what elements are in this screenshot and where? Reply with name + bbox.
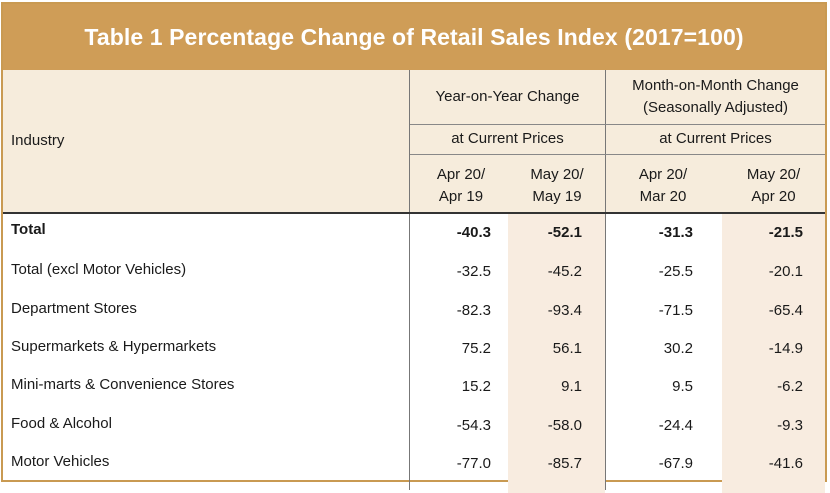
table-cell: -58.0	[547, 417, 582, 434]
industry-name: Total (excl Motor Vehicles)	[11, 261, 187, 278]
industry-name: Mini-marts & Convenience Stores	[11, 376, 235, 393]
table-cell: 56.1	[552, 340, 582, 357]
table-cell: 15.2	[461, 378, 491, 395]
industry-name: Total	[11, 221, 46, 238]
table-cell: 9.1	[561, 378, 582, 395]
period-header: Apr 20/ Mar 20	[638, 166, 688, 205]
table-cell: -45.2	[547, 263, 582, 280]
table-cell: -41.6	[768, 455, 803, 472]
column-divider	[605, 70, 606, 490]
header-divider	[410, 154, 825, 155]
table-header	[3, 70, 825, 213]
table-cell: 75.2	[461, 340, 491, 357]
table-cell: -71.5	[658, 302, 693, 319]
mom-header: Month-on-Month Change (Seasonally Adjust…	[632, 77, 799, 116]
header-divider	[410, 124, 825, 125]
table-cell: -82.3	[456, 302, 491, 319]
industry-name: Supermarkets & Hypermarkets	[11, 338, 217, 355]
industry-name: Motor Vehicles	[11, 453, 110, 470]
column-divider	[409, 70, 410, 490]
yoy-price-basis: at Current Prices	[451, 130, 564, 147]
table-cell: 30.2	[663, 340, 693, 357]
table-cell: -85.7	[547, 455, 582, 472]
table-cell: -14.9	[768, 340, 803, 357]
industry-name: Food & Alcohol	[11, 415, 112, 432]
period-header: May 20/ Apr 20	[746, 166, 801, 205]
shaded-column-mom	[722, 213, 825, 493]
period-header: Apr 20/ Apr 19	[436, 166, 486, 205]
table-cell: -40.3	[456, 224, 491, 241]
industry-header: Industry	[11, 132, 65, 149]
period-header: May 20/ May 19	[530, 166, 584, 205]
table-cell: 9.5	[672, 378, 693, 395]
yoy-header: Year-on-Year Change	[435, 88, 580, 105]
table-cell: -25.5	[658, 263, 693, 280]
table-title: Table 1 Percentage Change of Retail Sale…	[3, 4, 825, 70]
table-cell: -31.3	[658, 224, 693, 241]
header-bottom-rule	[3, 212, 825, 214]
table-cell: -20.1	[768, 263, 803, 280]
table-cell: -6.2	[777, 378, 803, 395]
table-cell: -52.1	[547, 224, 582, 241]
table-cell: -67.9	[658, 455, 693, 472]
industry-name: Department Stores	[11, 300, 137, 317]
table-cell: -21.5	[768, 224, 803, 241]
table-cell: -77.0	[456, 455, 491, 472]
table-cell: -54.3	[456, 417, 491, 434]
table-cell: -65.4	[768, 302, 803, 319]
mom-price-basis: at Current Prices	[659, 130, 772, 147]
table-cell: -93.4	[547, 302, 582, 319]
table-cell: -9.3	[777, 417, 803, 434]
table-cell: -24.4	[658, 417, 693, 434]
shaded-column-yoy	[508, 213, 605, 493]
table-cell: -32.5	[456, 263, 491, 280]
